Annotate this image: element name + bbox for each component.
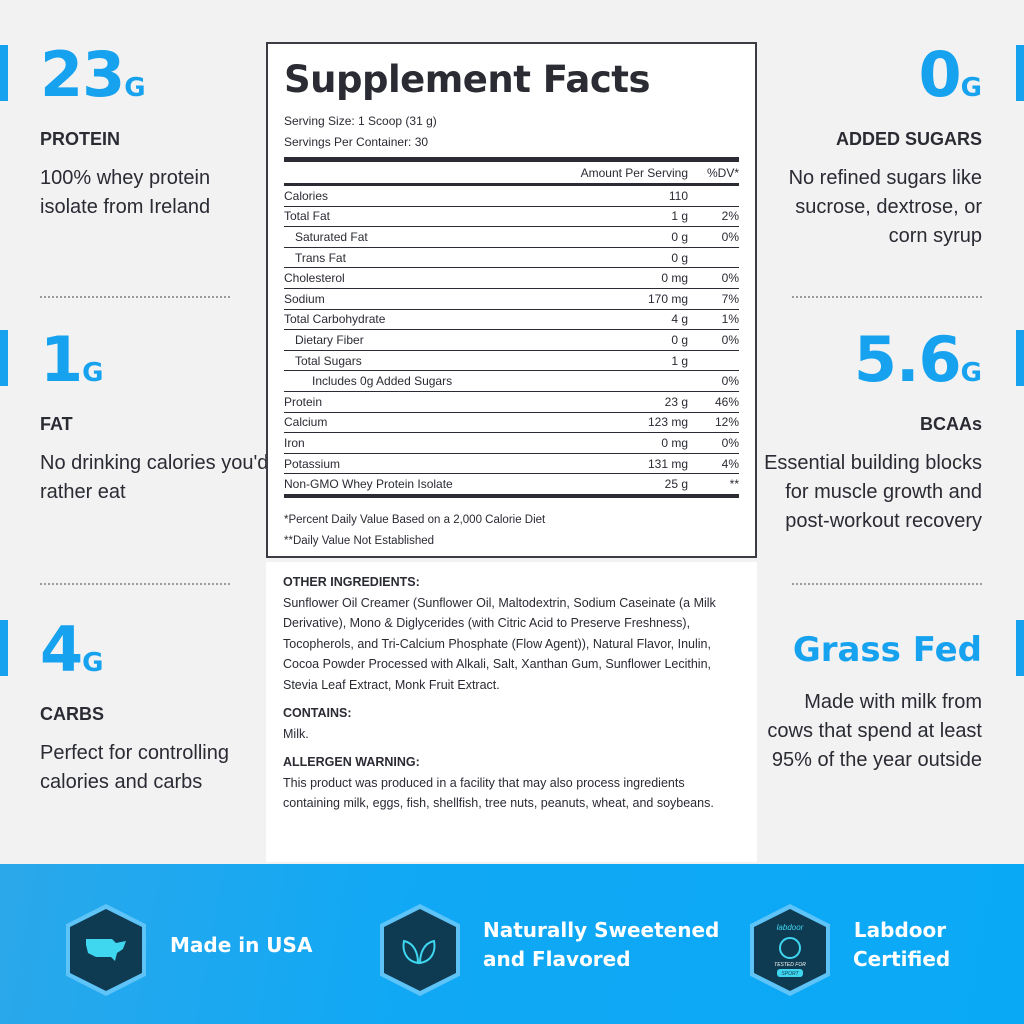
divider	[40, 583, 230, 585]
facts-row: Saturated Fat 0 g 0%	[284, 227, 739, 248]
other-ingredients-text: Sunflower Oil Creamer (Sunflower Oil, Ma…	[283, 595, 716, 692]
allergen-text: This product was produced in a facility …	[283, 775, 714, 811]
stat-description: No refined sugars like sucrose, dextrose…	[788, 167, 982, 247]
features-banner: Made in USA Naturally Sweetened and Flavo…	[0, 864, 1024, 1024]
stat-label: PROTEIN	[40, 129, 121, 149]
facts-row: Trans Fat 0 g	[284, 248, 739, 269]
stat-right_stats-1: 5.6G BCAAs Essential building blocks for m…	[762, 327, 982, 536]
facts-title: Supplement Facts	[284, 58, 651, 101]
stat-right_stats-0: 0G ADDED SUGARS No refined sugars like suc…	[762, 42, 982, 251]
usa-map-icon	[66, 904, 146, 996]
contains-heading: CONTAINS:	[283, 706, 352, 720]
facts-row: Iron 0 mg 0%	[284, 433, 739, 454]
facts-row: Calcium 123 mg 12%	[284, 413, 739, 434]
stat-description: No drinking calories you'd rather eat	[40, 452, 269, 503]
serving-size: Serving Size: 1 Scoop (31 g)	[284, 114, 437, 128]
divider	[792, 296, 982, 298]
other-ingredients-heading: OTHER INGREDIENTS:	[283, 575, 420, 589]
footnote-not-established: **Daily Value Not Established	[284, 534, 435, 547]
allergen-heading: ALLERGEN WARNING:	[283, 755, 420, 769]
accent-bar	[0, 45, 8, 101]
facts-row: Cholesterol 0 mg 0%	[284, 268, 739, 289]
stat-value: 1G	[40, 323, 104, 396]
svg-text:SPORT: SPORT	[781, 971, 799, 977]
stat-label: FAT	[40, 414, 73, 434]
stat-left_stats-1: 1G FAT No drinking calories you'd rather e…	[40, 327, 270, 507]
accent-bar	[1016, 330, 1024, 386]
stat-label: CARBS	[40, 704, 105, 724]
accent-bar	[1016, 45, 1024, 101]
servings-per-container: Servings Per Container: 30	[284, 135, 429, 149]
facts-row: Protein 23 g 46%	[284, 392, 739, 413]
facts-header: Amount Per Serving %DV*	[284, 162, 739, 186]
stat-label: ADDED SUGARS	[835, 129, 982, 149]
stat-value: 0G	[918, 38, 982, 111]
labdoor-icon: labdoor TESTED FOR SPORT	[750, 904, 830, 996]
badge-labdoor-certified: Labdoor Certified	[853, 918, 951, 971]
stat-value: Grass Fed	[792, 630, 982, 670]
supplement-facts-panel: Supplement Facts Serving Size: 1 Scoop (…	[266, 42, 757, 558]
facts-row: Total Sugars 1 g	[284, 351, 739, 372]
stat-label: BCAAs	[919, 414, 982, 434]
facts-row: Non-GMO Whey Protein Isolate 25 g **	[284, 474, 739, 495]
stat-value: 5.6G	[853, 323, 982, 396]
stat-description: Perfect for controlling calories and car…	[40, 742, 229, 793]
divider	[792, 583, 982, 585]
stat-description: Essential building blocks for muscle gro…	[764, 452, 982, 532]
ingredients-panel: OTHER INGREDIENTS: Sunflower Oil Creamer…	[266, 562, 757, 862]
facts-row: Potassium 131 mg 4%	[284, 454, 739, 475]
accent-bar	[1016, 620, 1024, 676]
stat-description: 100% whey protein isolate from Ireland	[40, 167, 211, 218]
svg-text:labdoor: labdoor	[777, 923, 804, 932]
contains-text: Milk.	[283, 726, 309, 741]
leaves-icon	[380, 904, 460, 996]
facts-row: Sodium 170 mg 7%	[284, 289, 739, 310]
facts-row: Dietary Fiber 0 g 0%	[284, 330, 739, 351]
svg-text:TESTED FOR: TESTED FOR	[774, 962, 806, 968]
facts-row: Total Fat 1 g 2%	[284, 207, 739, 228]
stat-description: Made with milk from cows that spend at l…	[767, 691, 982, 771]
stat-left_stats-2: 4G CARBS Perfect for controlling calories …	[40, 617, 270, 797]
facts-row: Calories 110	[284, 186, 739, 207]
footnote-dv: *Percent Daily Value Based on a 2,000 Ca…	[284, 513, 546, 526]
stat-value: 4G	[40, 613, 104, 686]
stat-right_stats-2: Grass Fed Made with milk from cows that s…	[762, 617, 982, 775]
facts-row: Includes 0g Added Sugars 0%	[284, 371, 739, 392]
divider	[40, 296, 230, 298]
accent-bar	[0, 620, 8, 676]
accent-bar	[0, 330, 8, 386]
facts-row: Total Carbohydrate 4 g 1%	[284, 310, 739, 331]
stat-left_stats-0: 23G PROTEIN 100% whey protein isolate from…	[40, 42, 270, 222]
badge-naturally-sweetened: Naturally Sweetened and Flavored	[483, 918, 720, 971]
stat-value: 23G	[40, 38, 146, 111]
badge-made-in-usa: Made in USA	[170, 933, 313, 957]
